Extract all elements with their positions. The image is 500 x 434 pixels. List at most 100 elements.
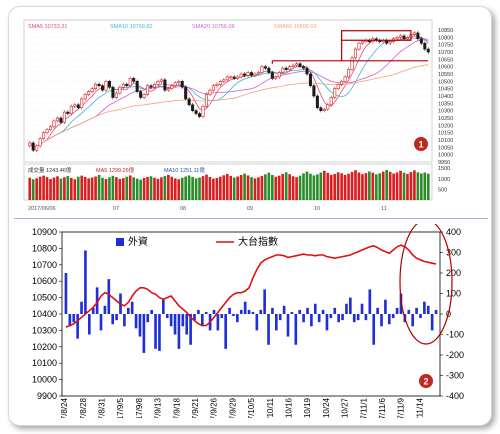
volume-bar (173, 178, 177, 200)
foreign-net-bar (345, 303, 348, 314)
price-axis-tick: 10800 (438, 35, 453, 41)
volume-bar (70, 177, 73, 200)
date-axis-tick: 08 (180, 206, 186, 212)
candle-body (343, 76, 347, 82)
volume-bar (66, 176, 70, 200)
candle-body (66, 111, 70, 114)
candle-body (52, 120, 56, 128)
foreign-net-bar (274, 314, 278, 331)
foreign-net-bar (228, 307, 231, 314)
volume-bar (271, 175, 274, 200)
foreign-net-bar (181, 314, 185, 327)
date-axis-tick: 11 (381, 206, 387, 212)
candle-body (38, 138, 42, 147)
candle-body (59, 117, 63, 123)
candle-body (191, 104, 195, 111)
price-axis-tick: 9950 (438, 160, 450, 166)
volume-bar (205, 174, 208, 200)
volume-bar (31, 179, 35, 200)
volume-axis-tick: 1500 (438, 166, 450, 172)
price-axis-tick: 10000 (438, 153, 453, 159)
foreign-net-bar (321, 309, 325, 314)
foreign-net-bar (239, 309, 243, 314)
candle-body (274, 76, 278, 79)
foreign-net-bar (232, 314, 235, 317)
candle-body (267, 67, 271, 73)
price-axis-tick: 10600 (438, 65, 453, 71)
index-line (65, 244, 437, 328)
candle-body (49, 126, 53, 131)
foreign-net-bar (423, 301, 426, 314)
candle-body (156, 81, 160, 85)
volume-bar (49, 179, 52, 200)
legend-line-label: 大台指數 (238, 235, 278, 248)
candle-body (121, 83, 125, 88)
x-axis-label: 2017/8/31 (98, 397, 107, 418)
x-axis-label: 2017/11/1 (359, 397, 368, 418)
foreign-net-bar (426, 305, 430, 314)
foreign-net-bar (352, 314, 356, 323)
foreign-net-bar (216, 314, 220, 331)
marker-1 (414, 137, 428, 151)
x-axis-label: 2017/9/5 (116, 397, 125, 418)
price-axis-tick: 10300 (438, 109, 453, 115)
volume-bar (56, 176, 59, 200)
x-axis-label: 2017/8/24 (60, 397, 69, 418)
foreign-net-bar (123, 314, 126, 327)
candle-body (402, 35, 406, 40)
volume-bar (232, 177, 236, 200)
x-axis-label: 2017/8/28 (79, 397, 88, 418)
volume-bar (326, 172, 330, 200)
candle-body (340, 81, 344, 85)
right-axis-tick: -300 (446, 371, 464, 381)
volume-bar (333, 173, 337, 200)
volume-bar (101, 177, 104, 200)
volume-bar (83, 176, 87, 200)
foreign-net-bar (395, 307, 399, 314)
volume-axis-tick: 1000 (438, 177, 450, 183)
candle-body (350, 57, 354, 70)
candle-body (315, 95, 319, 109)
volume-bar (409, 172, 413, 200)
price-axis-tick: 10700 (438, 50, 453, 56)
candle-body (149, 85, 153, 88)
volume-bar (160, 177, 163, 200)
foreign-net-bar (267, 314, 270, 345)
candle-body (132, 78, 136, 82)
candle-body (253, 73, 257, 76)
marker-2-label: 2 (423, 377, 428, 387)
volume-bar (354, 170, 357, 200)
volume-bar (413, 170, 416, 200)
candle-body (90, 88, 94, 92)
volume-bar (28, 177, 32, 200)
candle-body (83, 94, 87, 100)
x-axis-label: 2017/10/16 (285, 397, 294, 418)
left-axis-tick: 10300 (32, 325, 57, 335)
volume-bar (87, 178, 90, 200)
foreign-net-bar (193, 314, 196, 321)
candle-body (319, 107, 323, 111)
volume-bar (274, 176, 278, 200)
candle-body (69, 105, 73, 114)
candle-body (62, 111, 66, 123)
x-axis-label: 2017/11/6 (378, 397, 387, 418)
foreign-net-bar (415, 307, 418, 314)
volume-label: MA10 1251.11億 (164, 166, 205, 174)
candle-body (232, 76, 236, 79)
candle-body (426, 48, 430, 53)
price-axis-tick: 10200 (438, 123, 453, 129)
candle-body (114, 92, 118, 98)
foreign-net-bar (150, 309, 153, 314)
price-axis-tick: 10450 (438, 87, 453, 93)
x-axis-label: 2017/10/11 (266, 397, 275, 418)
candle-body (31, 142, 35, 151)
moving-average-line (29, 35, 429, 148)
foreign-net-bar (200, 314, 204, 327)
volume-bar (167, 174, 170, 200)
moving-average-line (29, 37, 429, 148)
ma-label: SMA60 10600.03 (274, 24, 317, 30)
foreign-net-bar (325, 314, 329, 331)
foreign-investor-chart-svg: 10900 10800 10700 10600 10500 10400 10300 10200… (32, 224, 464, 418)
foreign-net-bar (368, 289, 372, 314)
foreign-net-bar (380, 314, 383, 327)
